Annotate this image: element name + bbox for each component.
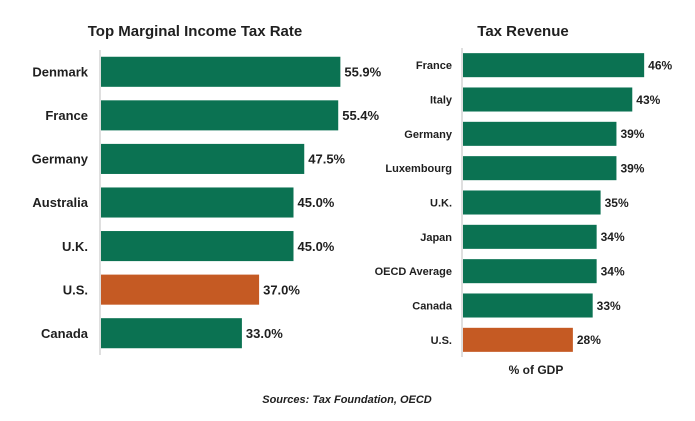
bar-luxembourg (463, 156, 617, 181)
chart-title-tax-revenue: Tax Revenue (477, 23, 568, 40)
category-label-u-s: U.S. (63, 282, 88, 297)
bar-italy (463, 87, 633, 112)
bar-australia (101, 187, 294, 218)
bar-japan (463, 224, 597, 249)
value-label-u-k: 45.0% (298, 239, 335, 254)
bar-u-k (101, 231, 294, 262)
value-label-germany: 39% (620, 127, 644, 141)
bar-canada (101, 318, 242, 349)
category-label-australia: Australia (32, 195, 88, 210)
category-label-oecd-average: OECD Average (375, 266, 452, 278)
category-label-luxembourg: Luxembourg (385, 163, 452, 175)
value-label-denmark: 55.9% (344, 64, 381, 79)
bar-denmark (101, 56, 341, 87)
chart-panel-top-marginal-rate: Denmark 55.9% France 55.4% Germany 47.5% Austr… (32, 50, 382, 355)
category-label-u-k: U.K. (430, 197, 452, 209)
value-label-canada: 33% (597, 299, 621, 313)
category-label-denmark: Denmark (32, 64, 88, 79)
value-label-france: 46% (648, 58, 672, 72)
category-label-france: France (45, 108, 88, 123)
value-label-u-s: 28% (577, 333, 601, 347)
bar-france (463, 53, 645, 78)
chart-title-top-marginal-rate: Top Marginal Income Tax Rate (88, 23, 302, 40)
source-note: Sources: Tax Foundation, OECD (262, 394, 432, 406)
category-label-france: France (416, 60, 452, 72)
x-axis-label-tax-revenue: % of GDP (509, 363, 564, 377)
bar-oecd-average (463, 259, 597, 284)
value-label-u-s: 37.0% (263, 282, 300, 297)
value-label-france: 55.4% (342, 108, 379, 123)
value-label-japan: 34% (601, 230, 625, 244)
bar-germany (101, 143, 305, 174)
value-label-germany: 47.5% (308, 152, 345, 167)
category-label-canada: Canada (412, 300, 453, 312)
category-label-u-s: U.S. (431, 335, 452, 347)
bar-canada (463, 293, 593, 318)
category-label-germany: Germany (404, 129, 453, 141)
chart-panel-tax-revenue: France 46% Italy 43% Germany 39% Luxembourg 39%… (375, 48, 673, 357)
bar-u-s (463, 327, 573, 352)
value-label-oecd-average: 34% (601, 264, 625, 278)
bar-u-s (101, 274, 260, 305)
bar-france (101, 100, 339, 131)
value-label-u-k: 35% (605, 196, 629, 210)
bar-germany (463, 121, 617, 146)
category-label-u-k: U.K. (62, 239, 88, 254)
value-label-canada: 33.0% (246, 326, 283, 341)
category-label-italy: Italy (430, 94, 453, 106)
category-label-canada: Canada (41, 326, 89, 341)
category-label-japan: Japan (420, 232, 452, 244)
bar-u-k (463, 190, 601, 215)
value-label-australia: 45.0% (298, 195, 335, 210)
value-label-italy: 43% (636, 93, 660, 107)
value-label-luxembourg: 39% (620, 161, 644, 175)
category-label-germany: Germany (32, 152, 89, 167)
